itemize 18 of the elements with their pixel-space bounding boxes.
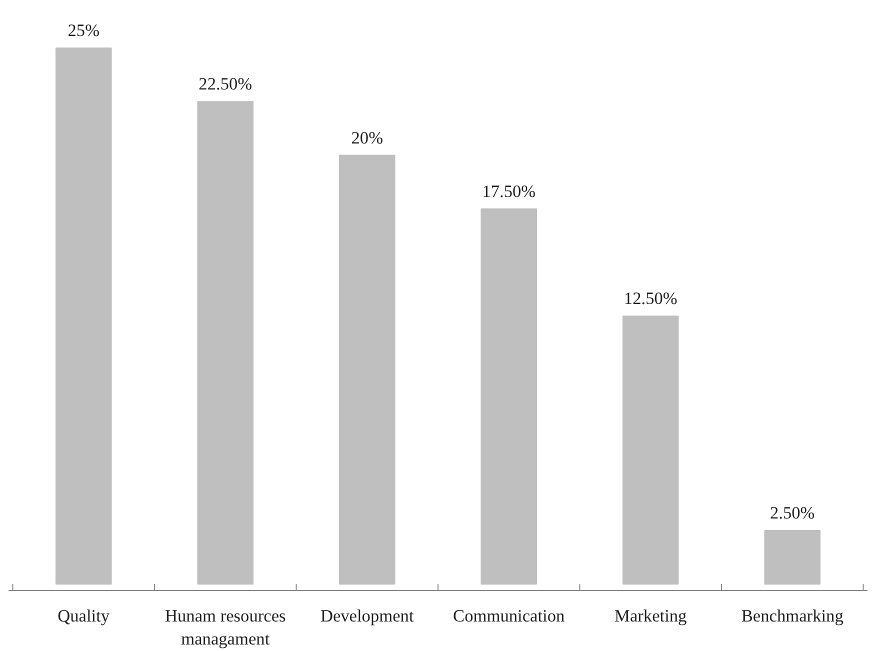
data-label: 12.50% [624, 289, 678, 308]
data-label: 17.50% [482, 182, 536, 201]
data-label: 25% [68, 21, 100, 40]
data-label: 22.50% [198, 74, 252, 94]
x-tick-label: Quality [58, 606, 110, 626]
bar [55, 48, 112, 585]
x-tick-label: Benchmarking [741, 606, 844, 626]
bar [197, 101, 254, 585]
x-tick-label: Development [320, 606, 414, 626]
x-tick-label: Hunam resources managament [164, 606, 286, 648]
data-label: 20% [351, 128, 384, 148]
bar [764, 530, 821, 585]
bar [480, 208, 538, 585]
data-label: 2.50% [770, 503, 815, 522]
x-tick-label: Marketing [614, 606, 688, 626]
bar [338, 154, 396, 585]
bar [622, 316, 679, 585]
x-tick-label: Communication [453, 606, 566, 626]
